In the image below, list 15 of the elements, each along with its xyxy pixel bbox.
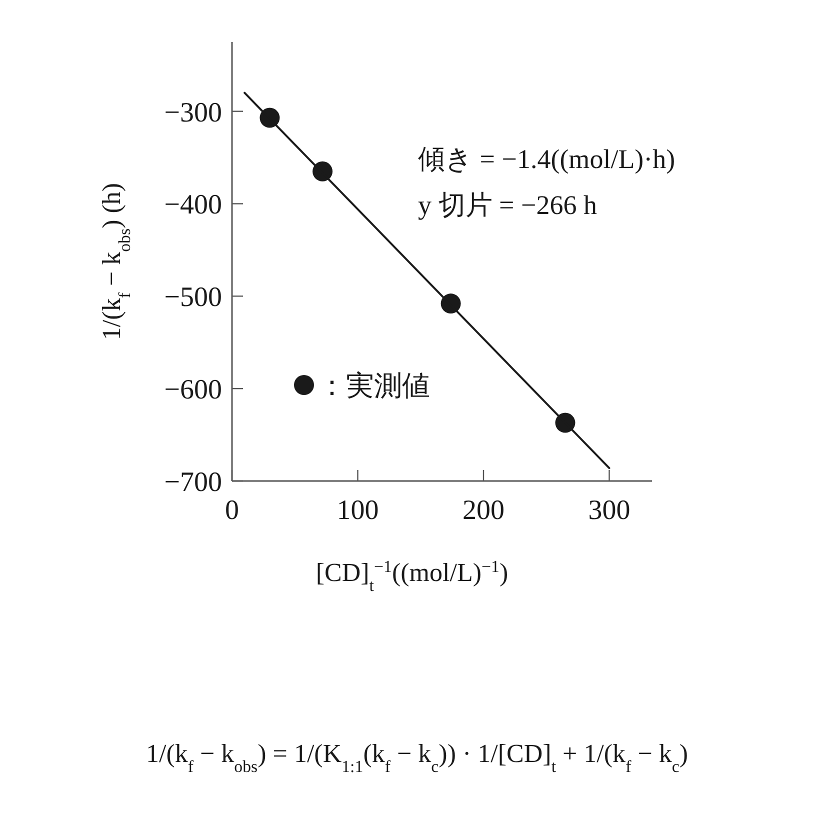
- text: 1/(k$_{f}$ − k$_{obs}$) = 1/(K$_{1:1}$(k$_{f}$ − k$_{c}$)) · 1/[CD]$_{t}$ + 1/(k$_{f}$ − k$_{c}$): [146, 739, 688, 776]
- x-tick-label: 0: [225, 495, 239, 526]
- x-tick-label: 300: [588, 495, 630, 526]
- legend: ：実測値: [294, 371, 430, 402]
- y-tick-label: −300: [164, 97, 222, 128]
- annotation: y 切片 = −266 h: [418, 190, 598, 220]
- x-axis-title: [CD]$_{t}$$^{−1}$((mol/L)$^{−1}$): [316, 556, 508, 594]
- y-tick-label: −400: [164, 190, 222, 221]
- y-tick-label: −600: [164, 374, 222, 406]
- legend-label: ：実測値: [318, 371, 430, 402]
- y-tick-label: −500: [164, 282, 222, 314]
- x-tick-label: 100: [336, 495, 379, 526]
- x-tick-label: 200: [462, 495, 504, 526]
- y-tick-label: −700: [164, 467, 222, 498]
- annotation: 傾き = −1.4((mol/L)·h): [418, 144, 676, 174]
